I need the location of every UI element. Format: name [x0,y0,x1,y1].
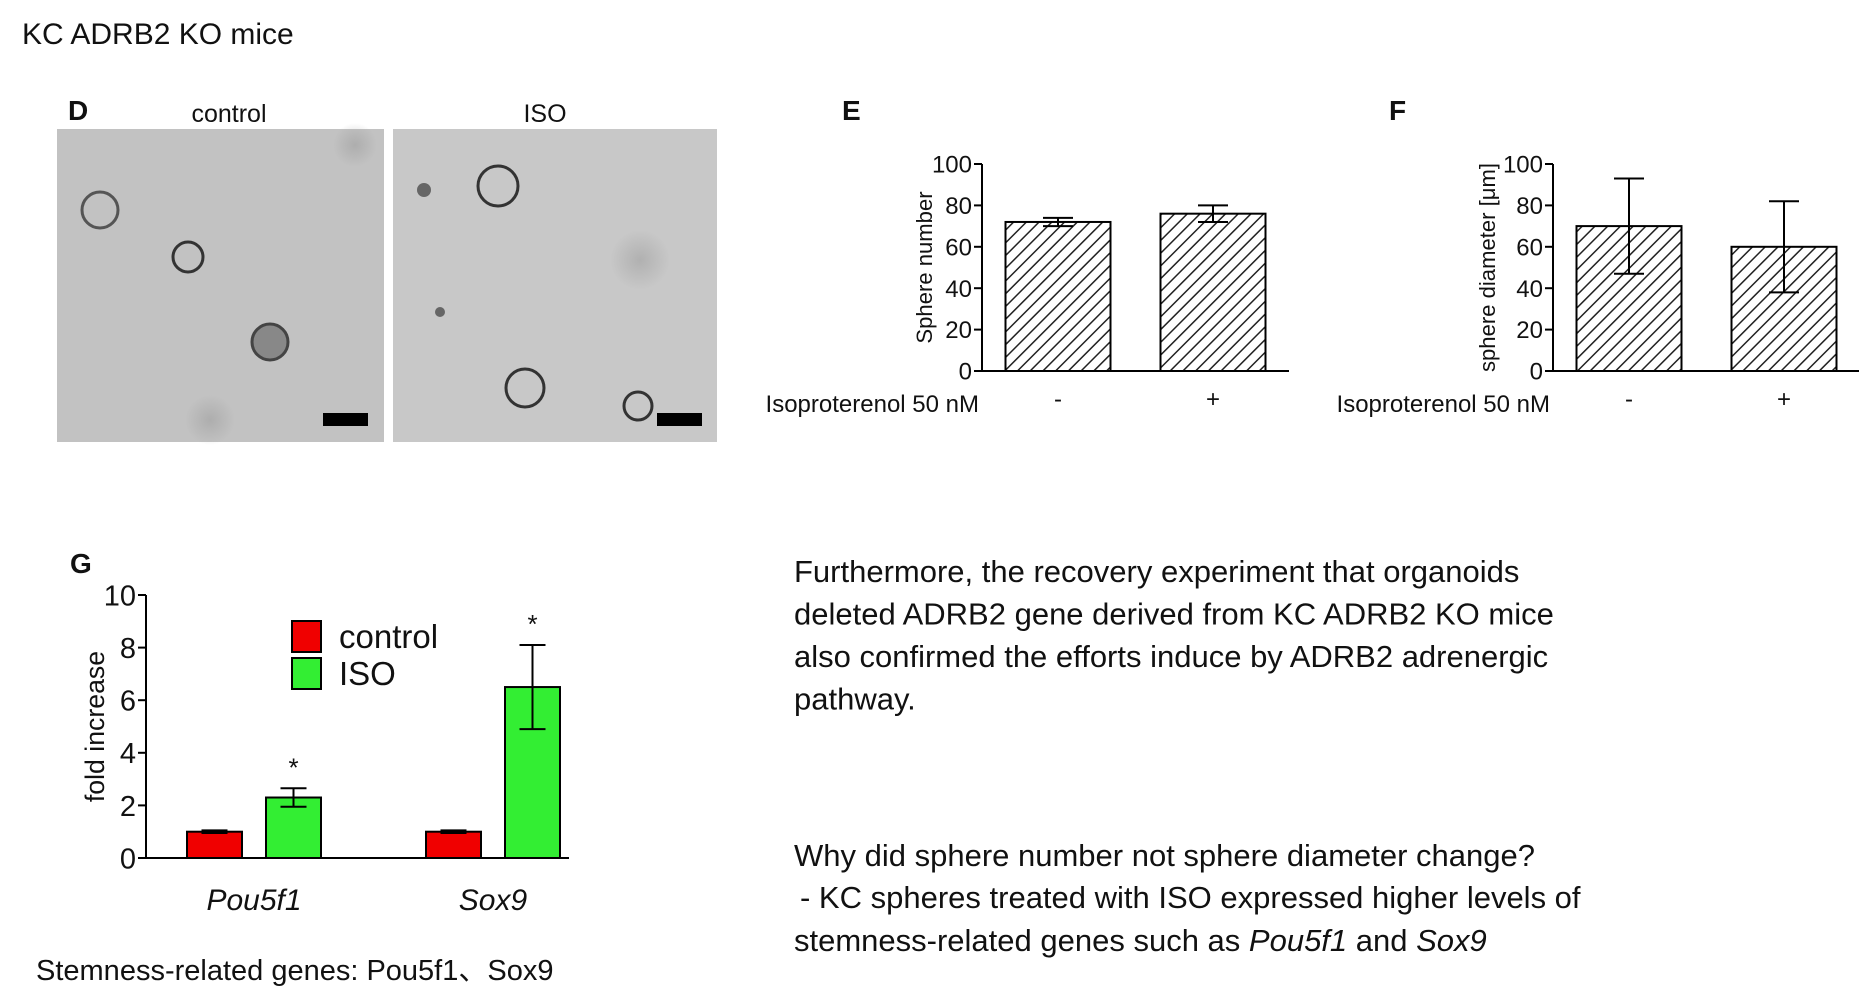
y-tick-label: 40 [945,276,972,303]
x-axis-label: Isoproterenol 50 nM [766,391,979,418]
y-tick-label: 20 [945,317,972,344]
x-tick-label: - [1625,386,1633,413]
y-axis-label: fold increase [80,651,110,802]
y-tick-label: 80 [1516,193,1543,220]
y-tick-label: 100 [1503,152,1543,179]
error-bar-line [201,829,228,835]
question: Why did sphere number not sphere diamete… [794,838,1535,873]
y-axis-label: sphere diameter [μm] [1475,163,1500,372]
significance-marker: * [527,609,537,639]
paragraph-line: pathway. [794,682,916,717]
answer-line: - KC spheres treated with ISO expressed … [800,880,1581,915]
y-tick-label: 4 [120,738,136,770]
error-bar [440,829,467,835]
answer-text: stemness-related genes such as [794,923,1249,958]
legend-swatch [291,657,322,690]
x-axis-label: Isoproterenol 50 nM [1337,391,1550,418]
y-tick-label: 60 [1516,234,1543,261]
y-tick-label: 0 [959,359,972,386]
x-tick-label: Sox9 [459,884,528,917]
panel-label: E [842,95,861,126]
x-tick-label: + [1777,386,1791,413]
x-tick-label: + [1206,386,1220,413]
bar [425,830,482,860]
paragraph-line: Furthermore, the recovery experiment tha… [794,554,1519,589]
y-tick-label: 2 [120,791,136,823]
answer-text: - KC spheres treated with ISO expressed … [800,880,1581,915]
y-tick-label: 8 [120,633,136,665]
error-bar [280,787,307,808]
micrograph [57,123,384,445]
y-tick-label: 0 [120,843,136,875]
error-bar [1614,177,1644,275]
panel-label: G [70,548,92,579]
image-label: ISO [523,100,566,128]
significance-marker: * [288,752,298,782]
error-bar [1769,200,1799,294]
y-tick-label: 20 [1516,317,1543,344]
micrograph [393,129,717,442]
paragraph-line: deleted ADRB2 gene derived from KC ADRB2… [794,597,1554,632]
y-tick-label: 0 [1530,359,1543,386]
error-bar [1198,204,1228,223]
y-tick-label: 60 [945,234,972,261]
error-bar-line [1769,200,1799,294]
legend-label: control [339,618,438,655]
y-tick-label: 100 [932,152,972,179]
x-tick-label: Pou5f1 [206,884,301,917]
error-bar-line [1198,204,1228,223]
bar [186,830,243,860]
y-tick-label: 80 [945,193,972,220]
y-tick-label: 40 [1516,276,1543,303]
y-tick-label: 6 [120,686,136,718]
error-bar-line [1043,216,1073,228]
y-axis-label: Sphere number [912,191,937,343]
legend-swatch [291,620,322,653]
answer-text: and [1347,923,1416,958]
error-bar-line [1614,177,1644,275]
panel-label: F [1389,95,1406,126]
error-bar [201,829,228,835]
answer-text: Pou5f1 [1249,923,1347,958]
paragraph-line: also confirmed the efforts induce by ADR… [794,639,1548,674]
error-bar [519,643,546,731]
panel-label: D [68,95,88,126]
caption: Stemness-related genes: Pou5f1、Sox9 [36,955,553,987]
bar [1159,212,1267,372]
answer-text: Sox9 [1416,923,1487,958]
error-bar-line [440,829,467,835]
error-bar [1043,216,1073,228]
y-tick-label: 10 [104,580,136,612]
bar [1004,220,1112,372]
error-bar-line [280,787,307,808]
x-tick-label: - [1054,386,1062,413]
legend-label: ISO [339,655,396,692]
slide-title: KC ADRB2 KO mice [22,18,294,51]
error-bar-line [519,643,546,731]
answer-line: stemness-related genes such as Pou5f1 an… [794,923,1487,958]
image-label: control [191,100,266,128]
